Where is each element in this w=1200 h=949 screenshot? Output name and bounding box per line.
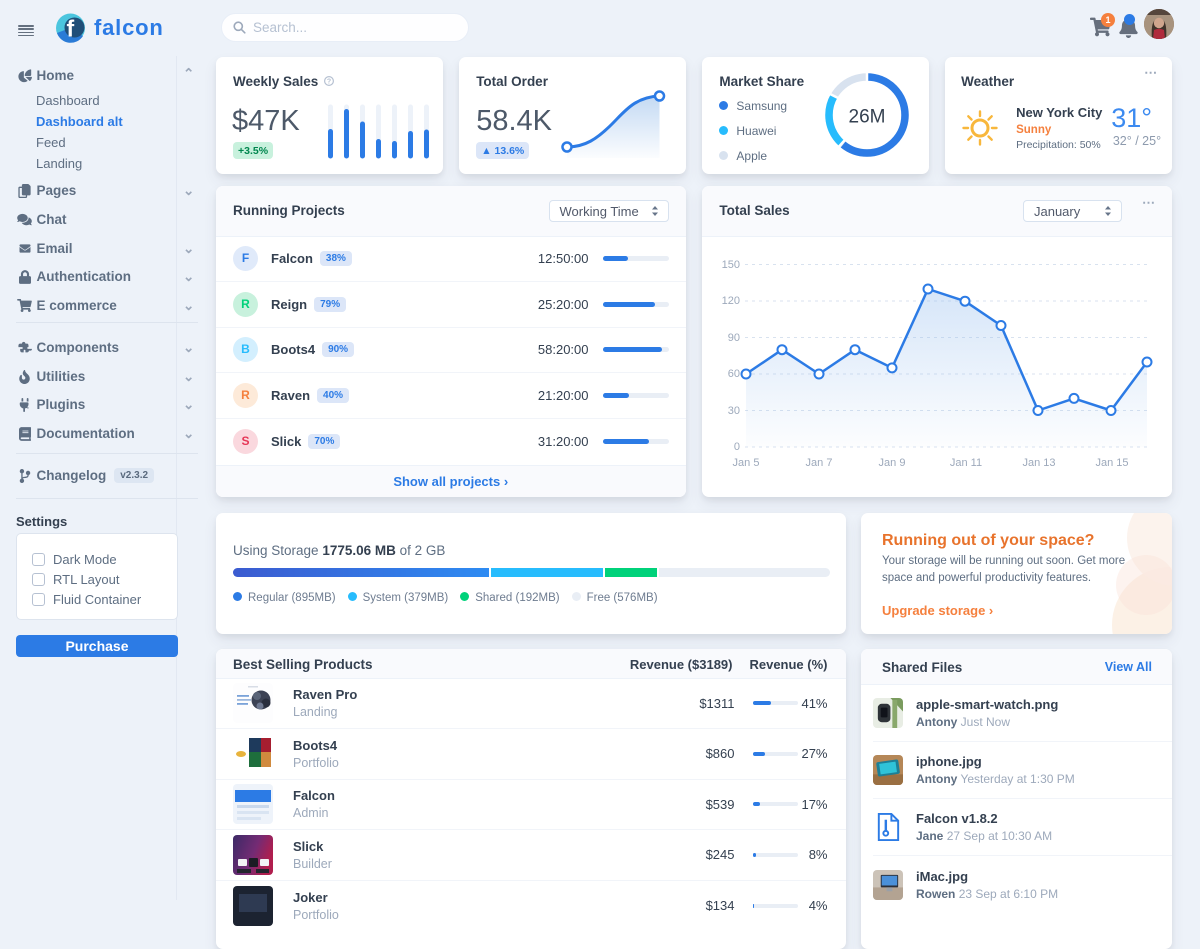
svg-text:90: 90: [728, 332, 740, 344]
svg-text:120: 120: [722, 295, 740, 307]
svg-text:Jan 13: Jan 13: [1022, 457, 1055, 469]
svg-text:Jan 9: Jan 9: [878, 457, 905, 469]
svg-text:30: 30: [728, 405, 740, 417]
svg-text:0: 0: [734, 441, 740, 453]
svg-text:Jan 7: Jan 7: [805, 457, 832, 469]
svg-text:Jan 15: Jan 15: [1095, 457, 1128, 469]
svg-text:f: f: [67, 16, 75, 42]
svg-text:60: 60: [728, 368, 740, 380]
svg-text:Jan 11: Jan 11: [950, 457, 982, 469]
svg-text:Jan 5: Jan 5: [732, 457, 759, 469]
svg-text:26M: 26M: [848, 107, 885, 128]
svg-text:?: ?: [327, 78, 331, 85]
svg-text:150: 150: [722, 259, 740, 271]
